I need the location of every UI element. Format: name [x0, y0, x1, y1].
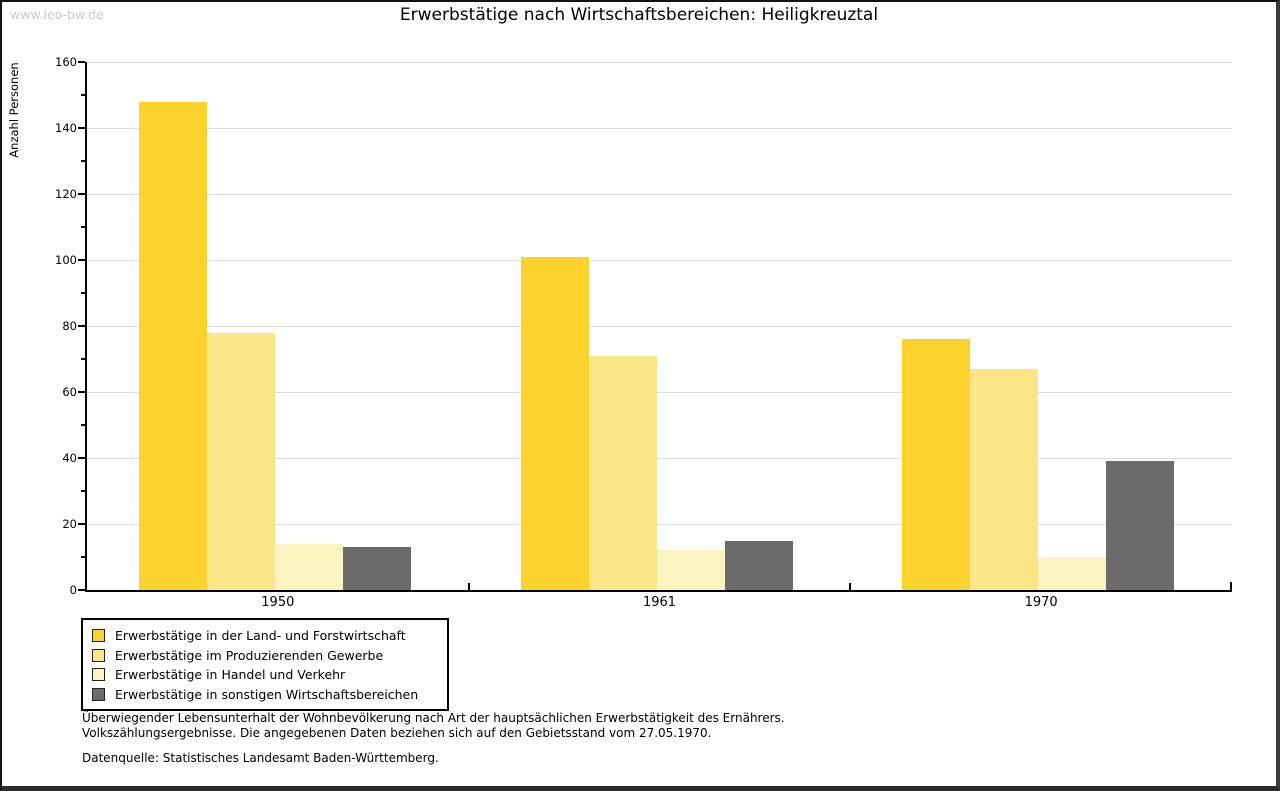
gridline — [87, 523, 1232, 525]
bar — [207, 332, 275, 590]
y-axis-tick — [78, 523, 85, 525]
legend-swatch — [92, 687, 105, 701]
legend-item: Erwerbstätige in der Land- und Forstwirt… — [92, 626, 439, 646]
watermark: www.leo-bw.de — [10, 7, 104, 22]
gridline — [87, 325, 1232, 327]
y-tick-label: 80 — [62, 319, 77, 333]
legend-label: Erwerbstätige in der Land- und Forstwirt… — [115, 628, 406, 644]
bar — [1106, 461, 1175, 590]
y-axis-minor-tick — [81, 358, 85, 360]
legend-item: Erwerbstätige im Produzierenden Gewerbe — [92, 646, 439, 666]
bar — [275, 543, 343, 590]
y-axis-tick — [78, 61, 85, 63]
y-tick-label: 0 — [69, 583, 77, 597]
y-axis-tick — [78, 589, 85, 591]
bar — [970, 368, 1039, 590]
plot-area: 0 20 40 60 80 100 120 140 160 1950 1961 1970 — [55, 55, 1232, 610]
gridline — [87, 457, 1232, 459]
footnote-line-1: Überwiegender Lebensunterhalt der Wohnbe… — [82, 711, 785, 725]
y-axis-minor-tick — [81, 292, 85, 294]
y-axis-minor-tick — [81, 226, 85, 228]
y-axis-title: Anzahl Personen — [7, 62, 21, 158]
legend-label: Erwerbstätige in sonstigen Wirtschaftsbe… — [115, 686, 419, 702]
y-tick-label: 160 — [55, 55, 77, 69]
data-source: Datenquelle: Statistisches Landesamt Bad… — [82, 751, 439, 765]
x-axis-tick — [467, 583, 470, 590]
legend-rows: Erwerbstätige in der Land- und Forstwirt… — [92, 626, 439, 704]
y-axis-tick — [78, 127, 85, 129]
gridline — [87, 193, 1232, 195]
y-axis-tick — [78, 325, 85, 327]
footnote-line-2: Volkszählungsergebnisse. Die angegebenen… — [82, 726, 712, 740]
bar — [656, 550, 725, 590]
x-axis-tick — [849, 583, 852, 590]
footnote: Überwiegender Lebensunterhalt der Wohnbe… — [82, 711, 785, 741]
y-axis-tick — [78, 457, 85, 459]
legend-label: Erwerbstätige im Produzierenden Gewerbe — [115, 647, 384, 663]
y-axis-minor-tick — [81, 424, 85, 426]
gridline — [87, 61, 1232, 63]
bar — [139, 101, 207, 590]
y-tick-label: 140 — [55, 121, 77, 135]
gridline — [87, 127, 1232, 129]
y-axis-minor-tick — [81, 160, 85, 162]
y-tick-label: 20 — [62, 517, 77, 531]
y-tick-label: 40 — [62, 451, 77, 465]
bar — [724, 540, 793, 590]
legend-item: Erwerbstätige in Handel und Verkehr — [92, 665, 439, 685]
y-tick-label: 120 — [55, 187, 77, 201]
chart-title: Erwerbstätige nach Wirtschaftsbereichen:… — [399, 5, 879, 25]
y-axis-tick — [78, 391, 85, 393]
x-axis-category-label: 1961 — [642, 595, 677, 610]
legend: Erwerbstätige in der Land- und Forstwirt… — [81, 618, 449, 711]
gridline — [87, 391, 1232, 393]
bar — [588, 355, 657, 590]
x-axis-end-tick — [1230, 582, 1232, 590]
y-axis-tick — [78, 193, 85, 195]
bar — [1038, 557, 1107, 590]
legend-label: Erwerbstätige in Handel und Verkehr — [115, 667, 346, 683]
y-tick-label: 60 — [62, 385, 77, 399]
legend-item: Erwerbstätige in sonstigen Wirtschaftsbe… — [92, 685, 439, 705]
y-axis-minor-tick — [81, 556, 85, 558]
y-axis-tick — [78, 259, 85, 261]
bar — [902, 339, 971, 590]
legend-swatch — [92, 668, 105, 682]
bar — [343, 547, 411, 590]
y-axis-minor-tick — [81, 490, 85, 492]
gridline — [87, 259, 1232, 261]
legend-swatch — [92, 648, 105, 662]
y-axis-minor-tick — [81, 94, 85, 96]
legend-swatch — [92, 629, 105, 643]
bar — [520, 256, 589, 590]
x-axis-category-label: 1970 — [1024, 595, 1058, 610]
x-axis-category-label: 1950 — [261, 595, 295, 610]
y-tick-label: 100 — [55, 253, 77, 267]
